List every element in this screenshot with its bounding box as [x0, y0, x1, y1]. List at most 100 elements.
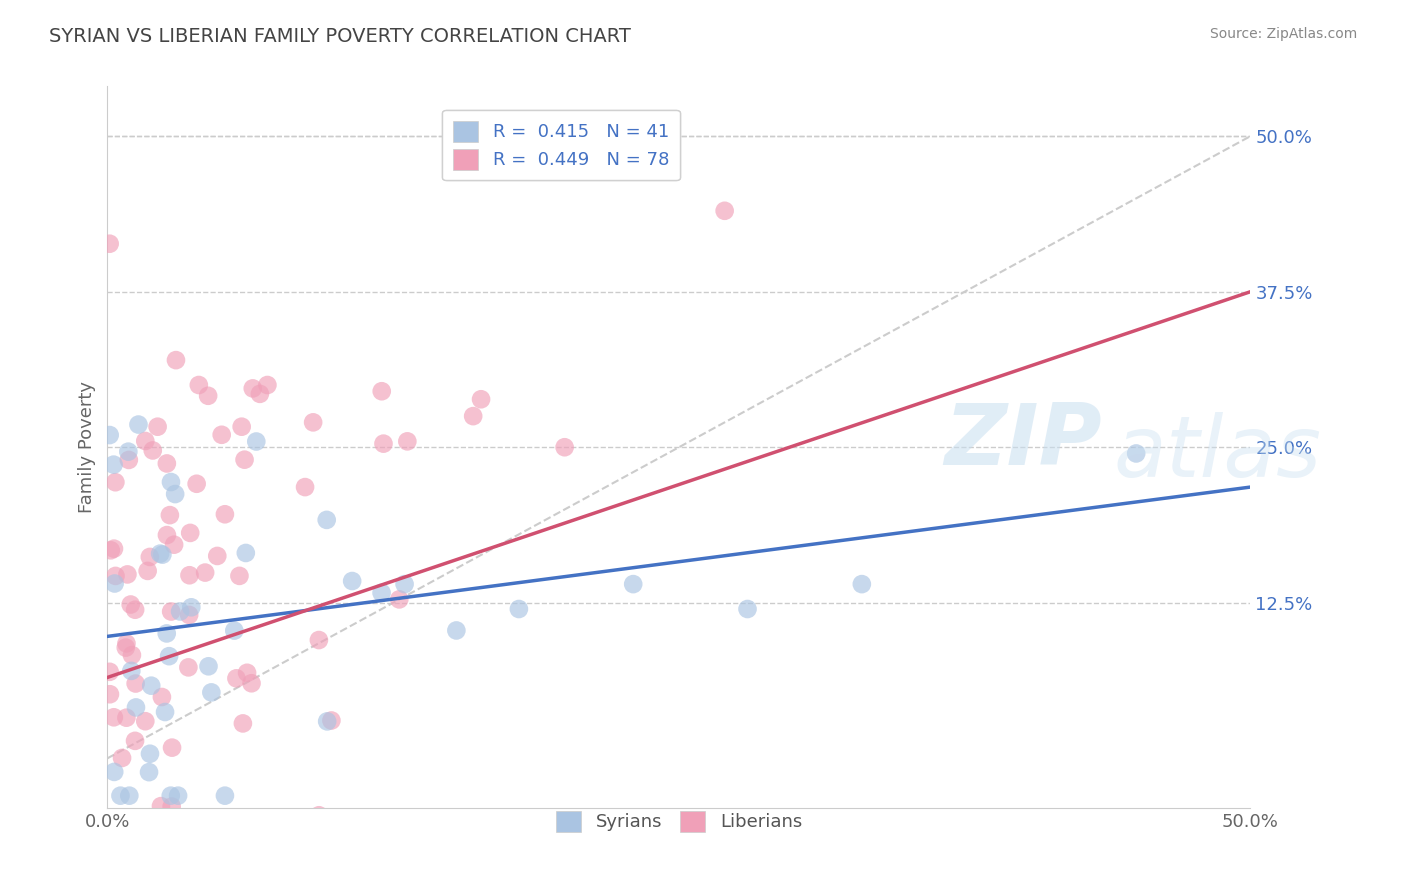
Point — [235, 546, 257, 560]
Point — [180, 600, 202, 615]
Point — [142, 443, 165, 458]
Point — [104, 576, 127, 591]
Point — [98, 665, 121, 679]
Point — [111, 751, 134, 765]
Point — [100, 543, 122, 558]
Point — [103, 710, 125, 724]
Point — [245, 434, 267, 449]
Point — [100, 826, 122, 840]
Text: ZIP: ZIP — [945, 400, 1102, 483]
Point — [233, 452, 256, 467]
Point — [225, 671, 247, 685]
Point — [463, 409, 485, 424]
Point — [104, 824, 127, 838]
Point — [117, 444, 139, 458]
Point — [197, 659, 219, 673]
Point — [149, 547, 172, 561]
Point — [214, 789, 236, 803]
Point — [340, 574, 363, 588]
Point — [211, 427, 233, 442]
Point — [124, 734, 146, 748]
Point — [280, 826, 302, 840]
Point — [373, 436, 395, 450]
Point — [851, 577, 873, 591]
Point — [103, 541, 125, 556]
Point — [156, 528, 179, 542]
Point — [308, 633, 330, 648]
Text: SYRIAN VS LIBERIAN FAMILY POVERTY CORRELATION CHART: SYRIAN VS LIBERIAN FAMILY POVERTY CORREL… — [49, 27, 631, 45]
Point — [228, 569, 250, 583]
Point — [179, 568, 201, 582]
Point — [134, 434, 156, 448]
Point — [120, 664, 142, 678]
Point — [160, 799, 183, 814]
Point — [114, 826, 136, 840]
Point — [124, 676, 146, 690]
Point — [117, 567, 139, 582]
Point — [316, 714, 339, 729]
Point — [115, 636, 138, 650]
Text: Source: ZipAtlas.com: Source: ZipAtlas.com — [1209, 27, 1357, 41]
Point — [179, 607, 201, 622]
Point — [98, 236, 121, 251]
Point — [121, 648, 143, 662]
Point — [236, 665, 259, 680]
Point — [165, 487, 187, 501]
Point — [370, 586, 392, 600]
Point — [98, 687, 121, 701]
Point — [167, 789, 190, 803]
Point — [240, 676, 263, 690]
Point — [104, 475, 127, 490]
Point — [159, 508, 181, 522]
Point — [136, 564, 159, 578]
Point — [157, 649, 180, 664]
Point — [242, 381, 264, 395]
Point — [231, 419, 253, 434]
Point — [214, 508, 236, 522]
Point — [370, 384, 392, 399]
Point — [163, 538, 186, 552]
Point — [187, 378, 209, 392]
Point — [118, 789, 141, 803]
Point — [110, 820, 132, 834]
Point — [169, 605, 191, 619]
Point — [737, 602, 759, 616]
Point — [508, 602, 530, 616]
Point — [141, 679, 163, 693]
Text: atlas: atlas — [1114, 412, 1322, 495]
Point — [194, 566, 217, 580]
Point — [103, 458, 125, 472]
Point — [138, 765, 160, 780]
Point — [249, 387, 271, 401]
Point — [179, 525, 201, 540]
Point — [124, 603, 146, 617]
Point — [388, 592, 411, 607]
Point — [321, 714, 343, 728]
Point — [177, 660, 200, 674]
Point — [294, 480, 316, 494]
Point — [125, 700, 148, 714]
Point — [156, 626, 179, 640]
Point — [115, 711, 138, 725]
Point — [160, 605, 183, 619]
Point — [232, 716, 254, 731]
Point — [713, 203, 735, 218]
Point — [108, 826, 131, 840]
Point — [134, 714, 156, 729]
Point — [139, 747, 162, 761]
Point — [152, 548, 174, 562]
Legend: Syrians, Liberians: Syrians, Liberians — [548, 804, 810, 838]
Point — [139, 549, 162, 564]
Point — [127, 417, 149, 432]
Point — [1125, 446, 1147, 460]
Point — [302, 415, 325, 429]
Point — [160, 475, 183, 489]
Point — [150, 690, 173, 704]
Point — [153, 705, 176, 719]
Point — [394, 577, 416, 591]
Point — [200, 685, 222, 699]
Point — [159, 789, 181, 803]
Point — [621, 577, 644, 591]
Point — [396, 434, 419, 449]
Point — [110, 789, 132, 803]
